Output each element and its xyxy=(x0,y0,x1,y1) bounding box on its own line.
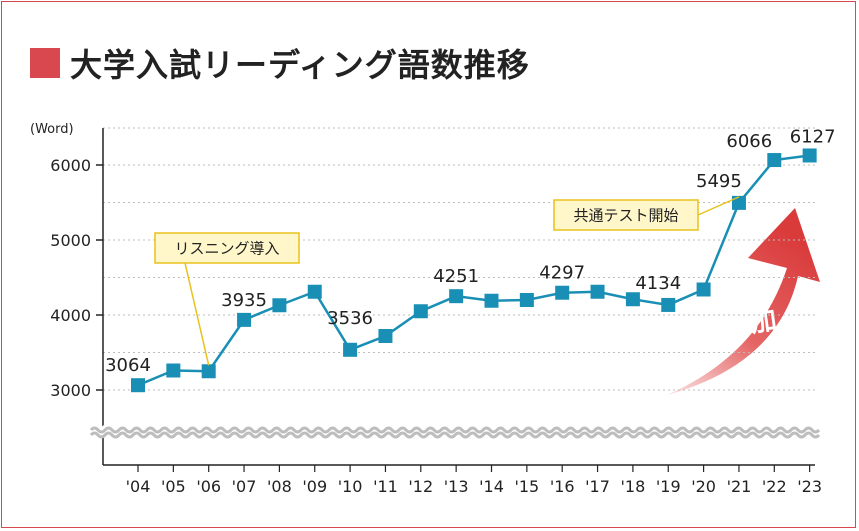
y-tick-label: 6000 xyxy=(50,156,91,175)
data-point xyxy=(131,378,145,393)
data-point xyxy=(449,289,464,304)
data-label: 4134 xyxy=(635,273,681,294)
data-point xyxy=(661,297,676,312)
data-point xyxy=(343,342,358,357)
y-tick-label: 5000 xyxy=(50,231,91,250)
data-point xyxy=(625,292,640,307)
x-tick-label: '19 xyxy=(656,477,681,496)
chart-title: 大学入試リーディング語数推移 xyxy=(70,46,530,84)
data-label: 4297 xyxy=(539,263,585,284)
data-point xyxy=(378,329,393,343)
x-tick-label: '16 xyxy=(550,477,575,496)
data-point xyxy=(696,282,711,297)
data-point xyxy=(484,293,499,308)
callout-leader xyxy=(184,262,210,366)
x-tick-label: '06 xyxy=(196,477,221,496)
data-point xyxy=(802,148,817,163)
x-tick-label: '09 xyxy=(302,477,327,496)
callout-box xyxy=(553,199,699,231)
data-point xyxy=(201,364,216,379)
callout-label: リスニング導入 xyxy=(174,240,279,258)
trend-label: 増加 xyxy=(723,306,779,343)
x-tick-label: '22 xyxy=(762,477,787,496)
data-point xyxy=(590,284,605,299)
data-point xyxy=(166,363,181,378)
y-axis-unit: (Word) xyxy=(30,122,74,137)
data-point xyxy=(237,312,252,327)
data-label: 4251 xyxy=(433,266,479,287)
data-label: 3064 xyxy=(105,355,151,376)
x-tick-label: '15 xyxy=(514,477,539,496)
x-tick-label: '13 xyxy=(444,477,469,496)
data-label: 6127 xyxy=(790,126,836,147)
data-label: 5495 xyxy=(696,171,742,192)
data-point xyxy=(731,195,746,210)
callout-leader xyxy=(697,196,740,216)
chart-title-block: 大学入試リーディング語数推移 xyxy=(30,40,530,86)
title-marker-icon xyxy=(30,48,60,78)
data-point xyxy=(307,284,322,299)
data-label: 3935 xyxy=(221,290,267,311)
x-tick-label: '08 xyxy=(267,477,292,496)
x-tick-label: '07 xyxy=(232,477,257,496)
x-tick-label: '14 xyxy=(479,477,504,496)
data-point xyxy=(413,304,428,319)
data-point xyxy=(555,285,570,300)
x-tick-label: '10 xyxy=(338,477,363,496)
x-tick-label: '17 xyxy=(585,477,610,496)
callout-box xyxy=(154,232,300,264)
data-point xyxy=(767,153,782,168)
data-label: 6066 xyxy=(726,131,772,152)
callout-label: 共通テスト開始 xyxy=(573,207,678,225)
x-tick-label: '05 xyxy=(161,477,186,496)
x-tick-label: '23 xyxy=(797,477,822,496)
data-label: 3536 xyxy=(327,308,373,329)
axis-break xyxy=(89,431,821,439)
x-tick-label: '04 xyxy=(126,477,151,496)
axis-break xyxy=(89,426,821,434)
data-point xyxy=(272,298,287,313)
x-tick-label: '20 xyxy=(691,477,716,496)
y-tick-label: 4000 xyxy=(50,306,91,325)
trend-arrow xyxy=(667,208,820,395)
y-tick-label: 3000 xyxy=(50,381,91,400)
x-tick-label: '18 xyxy=(621,477,646,496)
x-tick-label: '21 xyxy=(727,477,752,496)
x-tick-label: '11 xyxy=(373,477,398,496)
data-point xyxy=(519,293,534,307)
x-tick-label: '12 xyxy=(408,477,433,496)
